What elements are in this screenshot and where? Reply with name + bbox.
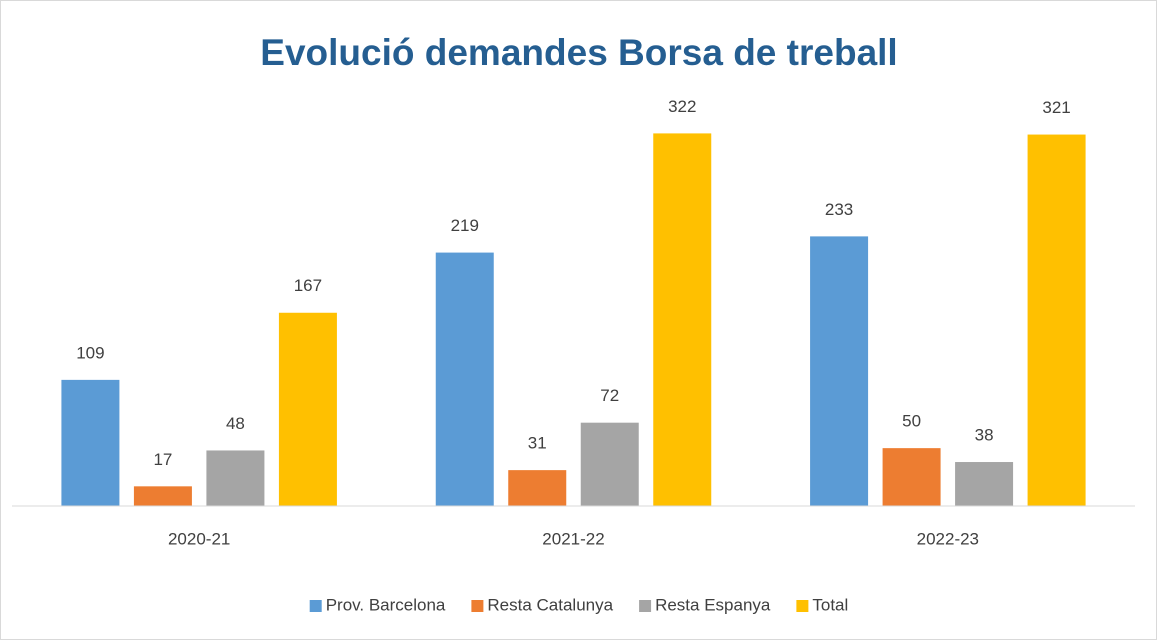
- legend-label: Total: [812, 595, 848, 614]
- bar: [61, 379, 120, 506]
- bar: [955, 462, 1014, 506]
- x-tick-label: 2021-22: [542, 529, 604, 548]
- bar: [810, 236, 869, 506]
- bar: [133, 486, 192, 506]
- data-label: 322: [668, 97, 696, 116]
- bar: [580, 422, 639, 506]
- data-label: 31: [528, 434, 547, 453]
- bar: [1027, 134, 1086, 507]
- data-label: 38: [975, 426, 994, 445]
- data-label: 17: [153, 450, 172, 469]
- legend-swatch: [309, 600, 322, 612]
- legend-swatch: [796, 600, 809, 612]
- legend-swatch: [639, 600, 652, 612]
- legend-label: Resta Espanya: [655, 595, 771, 614]
- x-tick-label: 2020-21: [168, 529, 230, 548]
- bar: [435, 252, 494, 506]
- data-label: 321: [1042, 98, 1070, 117]
- data-label: 72: [600, 386, 619, 405]
- legend-label: Resta Catalunya: [487, 595, 613, 614]
- data-label: 109: [76, 343, 104, 362]
- legend-swatch: [471, 600, 484, 612]
- bar: [508, 470, 567, 506]
- x-tick-label: 2022-23: [917, 529, 979, 548]
- data-label: 233: [825, 200, 853, 219]
- data-label: 48: [226, 414, 245, 433]
- data-label: 50: [902, 412, 921, 431]
- chart-title: Evolució demandes Borsa de treball: [260, 32, 897, 73]
- bar: [206, 450, 265, 506]
- legend-label: Prov. Barcelona: [326, 595, 446, 614]
- data-label: 167: [294, 276, 322, 295]
- bar: [882, 448, 941, 506]
- bar: [278, 312, 337, 506]
- bar: [653, 133, 712, 506]
- data-label: 219: [451, 216, 479, 235]
